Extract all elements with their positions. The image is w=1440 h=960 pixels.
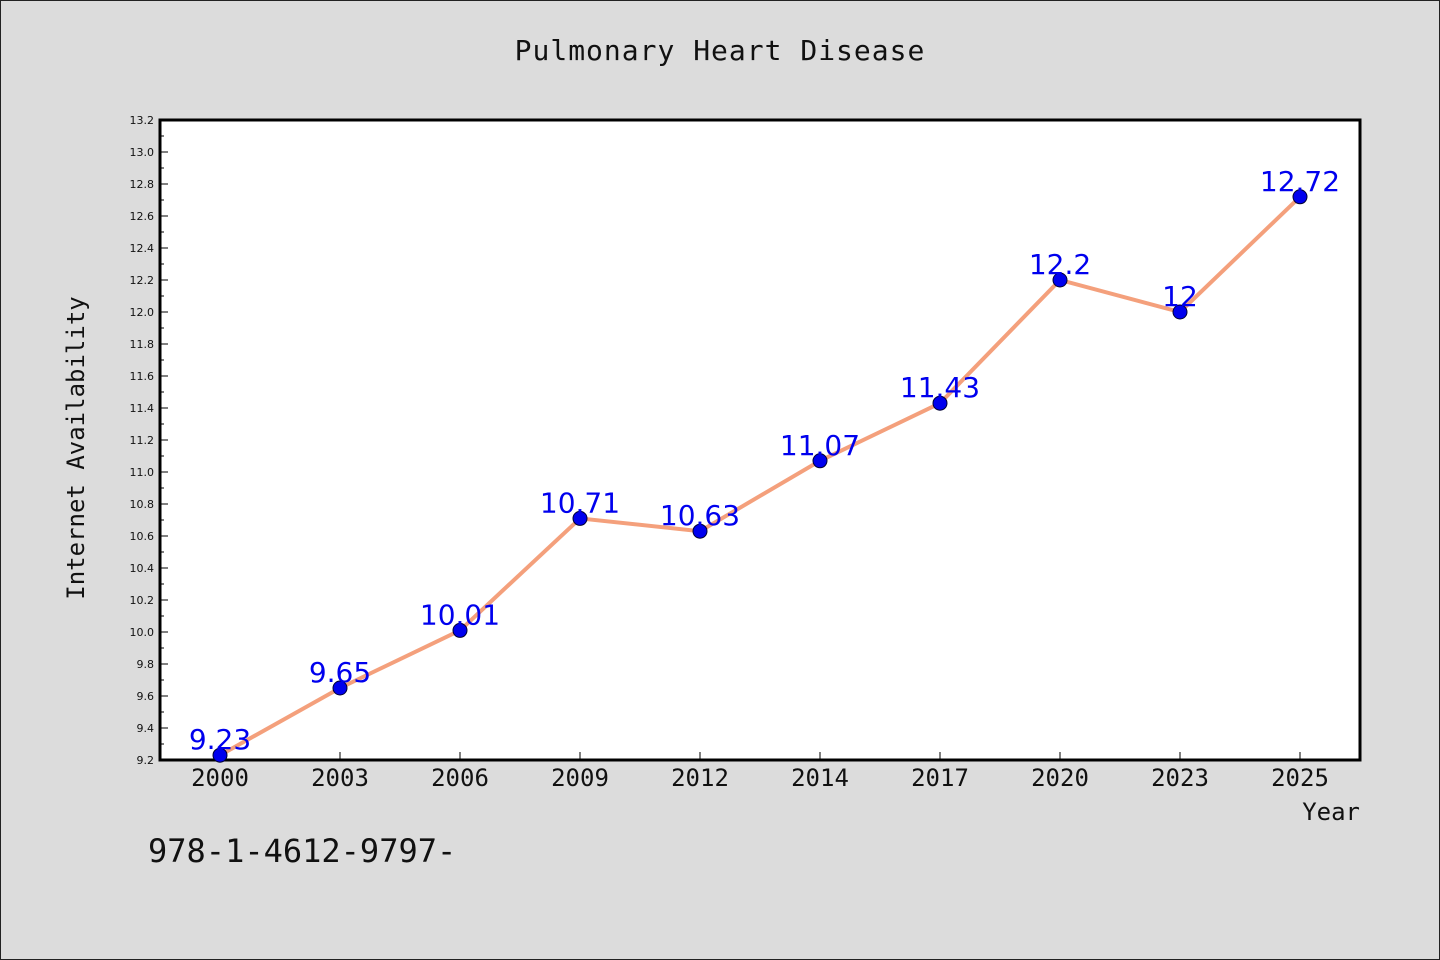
y-axis: 9.2 9.4 9.6 9.8 10.0 10.2 10.4 10.6 10.8 11.0 11.2… (130, 114, 168, 767)
data-point (692, 523, 708, 539)
x-tick-label: 2006 (431, 764, 489, 792)
y-tick-label: 9.6 (137, 690, 155, 703)
y-tick-label: 9.8 (137, 658, 155, 671)
y-tick-label: 9.2 (137, 754, 155, 767)
x-tick-label: 2025 (1271, 764, 1329, 792)
data-label: 12 (1162, 280, 1198, 313)
y-tick-label: 10.4 (130, 562, 155, 575)
data-point (1292, 189, 1308, 205)
data-labels: 9.23 9.65 10.01 10.71 10.63 11.07 11.43 12.2 12 1… (189, 165, 1340, 756)
chart-title: Pulmonary Heart Disease (514, 34, 926, 67)
x-tick-label: 2003 (311, 764, 369, 792)
data-label: 11.07 (780, 429, 860, 462)
y-tick-label: 12.6 (130, 210, 155, 223)
x-tick-label: 2014 (791, 764, 849, 792)
x-tick-label: 2012 (671, 764, 729, 792)
x-tick-label: 2023 (1151, 764, 1209, 792)
x-tick-label: 2000 (191, 764, 249, 792)
y-tick-label: 10.0 (130, 626, 155, 639)
x-axis-label: Year (1302, 798, 1360, 826)
y-axis-label: Internet Availability (62, 296, 90, 599)
data-label: 10.01 (420, 598, 500, 631)
data-label: 9.65 (309, 656, 371, 689)
y-tick-label: 10.8 (130, 498, 155, 511)
footer-code: 978-1-4612-9797- (148, 832, 457, 870)
data-label: 12.2 (1029, 248, 1091, 281)
data-label: 10.71 (540, 486, 620, 519)
y-tick-label: 11.6 (130, 370, 155, 383)
y-tick-label: 11.4 (130, 402, 155, 415)
y-tick-label: 13.2 (130, 114, 155, 127)
series-line (219, 195, 1302, 757)
data-label: 9.23 (189, 723, 251, 756)
x-axis: 2000 2003 2006 2009 2012 2014 2017 2020 2023 2025 (191, 752, 1329, 792)
y-tick-label: 11.8 (130, 338, 155, 351)
data-point (1052, 272, 1068, 288)
x-tick-label: 2020 (1031, 764, 1089, 792)
plot-area (158, 118, 1362, 762)
y-tick-label: 12.4 (130, 242, 155, 255)
data-label: 10.63 (660, 499, 740, 532)
y-tick-label: 12.0 (130, 306, 155, 319)
data-point (452, 622, 468, 638)
y-tick-label: 9.4 (137, 722, 155, 735)
x-tick-label: 2017 (911, 764, 969, 792)
data-point (332, 680, 348, 696)
y-tick-label: 12.8 (130, 178, 155, 191)
y-tick-label: 10.2 (130, 594, 155, 607)
y-tick-label: 13.0 (130, 146, 155, 159)
data-point (812, 453, 828, 469)
data-point (572, 510, 588, 526)
y-tick-label: 10.6 (130, 530, 155, 543)
x-tick-label: 2009 (551, 764, 609, 792)
y-tick-label: 12.2 (130, 274, 155, 287)
data-point (1172, 304, 1188, 320)
data-point (932, 395, 948, 411)
data-label: 11.43 (900, 371, 980, 404)
y-tick-label: 11.0 (130, 466, 155, 479)
data-point (212, 747, 228, 763)
y-tick-label: 11.2 (130, 434, 155, 447)
data-label: 12.72 (1260, 165, 1340, 198)
series-markers (212, 189, 1308, 763)
